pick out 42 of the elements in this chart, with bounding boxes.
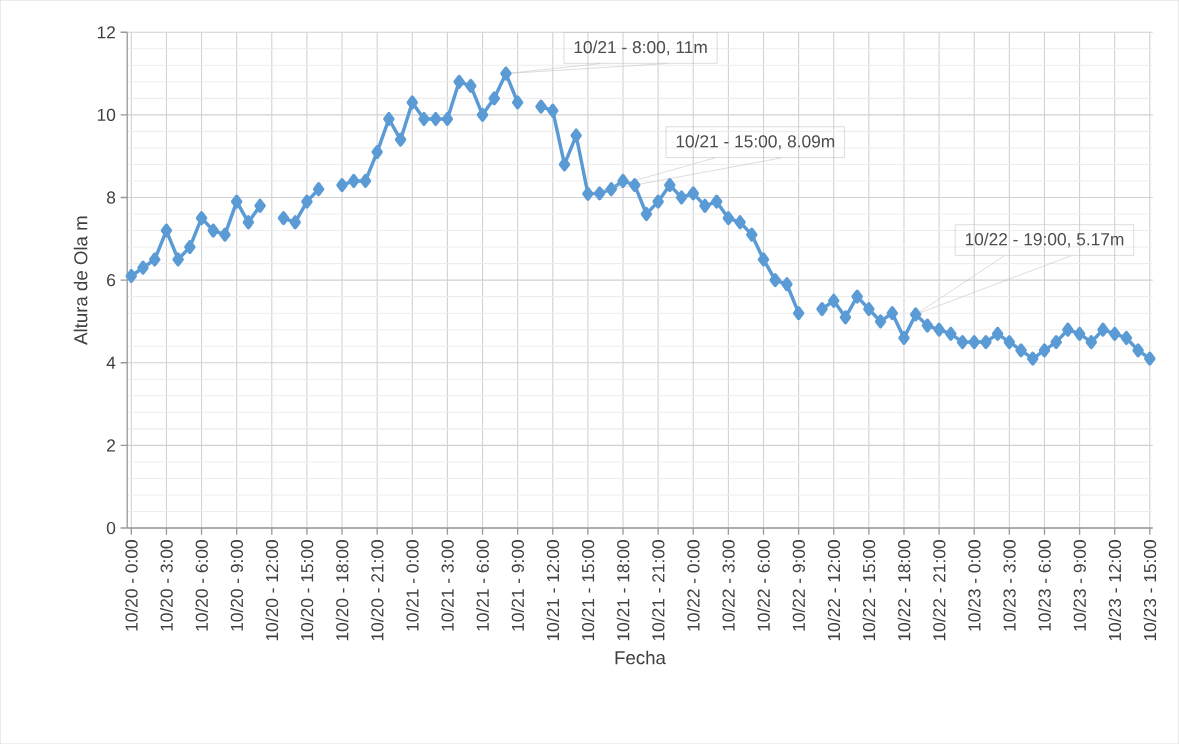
x-tick-label: 10/22 - 9:00 <box>792 539 805 631</box>
x-tick-label: 10/20 - 12:00 <box>265 539 279 641</box>
annotation: 10/21 - 15:00, 8.09m <box>676 134 835 150</box>
x-tick-label: 10/23 - 15:00 <box>1143 539 1157 641</box>
x-tick-label: 10/20 - 0:00 <box>124 539 138 631</box>
y-tick-label: 6 <box>107 273 116 287</box>
x-tick-label: 10/21 - 0:00 <box>405 539 419 631</box>
x-tick-label: 10/20 - 6:00 <box>195 539 208 631</box>
y-tick-label: 10 <box>97 108 116 121</box>
y-tick-label: 2 <box>107 439 115 452</box>
x-tick-label: 10/23 - 6:00 <box>1038 539 1051 631</box>
x-tick-label: 10/23 - 3:00 <box>1002 539 1016 631</box>
x-tick-label: 10/20 - 15:00 <box>300 539 314 641</box>
x-tick-label: 10/22 - 18:00 <box>897 539 911 641</box>
y-tick-label: 4 <box>106 356 116 369</box>
y-tick-label: 12 <box>97 26 115 39</box>
x-tick-label: 10/21 - 21:00 <box>651 539 665 641</box>
annotation: 10/21 - 8:00, 11m <box>574 40 707 56</box>
x-tick-label: 10/20 - 21:00 <box>370 539 384 641</box>
y-tick-label: 8 <box>106 191 116 204</box>
x-tick-label: 10/22 - 6:00 <box>757 539 770 631</box>
x-tick-label: 10/23 - 12:00 <box>1108 539 1122 641</box>
x-tick-label: 10/23 - 0:00 <box>967 539 981 631</box>
x-tick-label: 10/20 - 9:00 <box>230 539 244 631</box>
x-tick-label: 10/21 - 3:00 <box>441 539 454 631</box>
x-tick-label: 10/21 - 9:00 <box>511 539 525 631</box>
x-tick-label: 10/20 - 18:00 <box>335 539 349 641</box>
y-axis-title: Altura de Ola m <box>73 216 88 345</box>
x-tick-label: 10/22 - 15:00 <box>862 539 876 641</box>
x-tick-label: 10/21 - 6:00 <box>476 539 489 631</box>
x-tick-label: 10/20 - 3:00 <box>160 539 173 631</box>
x-tick-label: 10/22 - 3:00 <box>722 539 735 631</box>
x-tick-label: 10/23 - 9:00 <box>1073 539 1086 631</box>
x-tick-label: 10/21 - 15:00 <box>581 539 595 641</box>
y-tick-label: 0 <box>106 521 116 535</box>
x-tick-label: 10/22 - 21:00 <box>932 539 946 641</box>
x-tick-label: 10/21 - 18:00 <box>616 539 630 641</box>
x-tick-label: 10/22 - 12:00 <box>827 539 841 641</box>
x-axis-title: Fecha <box>615 650 666 665</box>
x-tick-label: 10/22 - 0:00 <box>686 539 700 631</box>
annotation: 10/22 - 19:00, 5.17m <box>965 232 1124 248</box>
x-tick-label: 10/21 - 12:00 <box>546 539 560 641</box>
